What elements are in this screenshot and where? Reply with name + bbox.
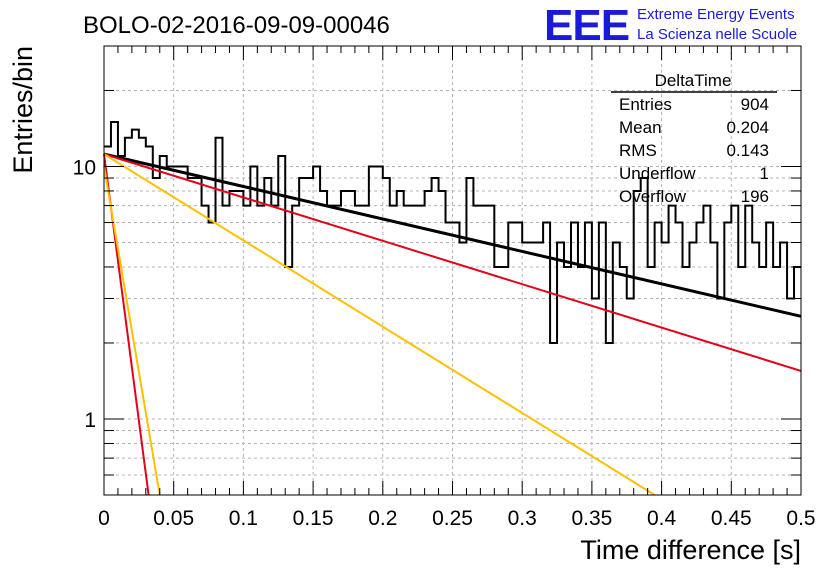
fit-curves-layer [103,152,802,496]
stats-box-rows: Entries 904 Mean 0.204 RMS 0.143 Underflow 1 Ove… [619,95,769,206]
run-title: BOLO-02-2016-09-09-00046 [83,12,390,39]
x-axis-label: Time difference [s] [580,535,801,565]
stats-row-value: 196 [741,187,769,206]
x-tick-label: 0.25 [432,507,473,530]
x-tick-label: 0.15 [293,507,334,530]
stats-box: DeltaTime Entries 904 Mean 0.204 RMS 0.143 Und… [611,71,777,206]
stats-row-value: 0.204 [726,118,769,137]
eee-logo-line1: Extreme Energy Events [637,6,795,23]
x-tick-label: 0.45 [711,507,752,530]
stats-row-value: 904 [741,95,769,114]
y-tick-label: 1 [84,409,96,432]
histogram-steps [104,121,801,344]
stats-row-value: 1 [760,164,769,183]
fit-line-red-1 [103,153,802,372]
axes-layer: 0 0.05 0.1 0.15 0.2 0.25 0.3 0.35 0.4 0.45 0.5 1 10 [73,46,816,530]
stats-row-label: RMS [619,141,657,160]
fit-line-orange-2 [103,153,656,496]
stats-row-value: 0.143 [726,141,769,160]
y-tick-label: 10 [73,156,96,179]
plot-grid [104,46,801,495]
x-tick-label: 0.2 [368,507,397,530]
x-tick-label: 0.5 [786,507,815,530]
stats-row-label: Mean [619,118,662,137]
eee-logo-line2: La Scienza nelle Scuole [637,26,797,43]
x-tick-label: 0.3 [508,507,537,530]
eee-logo-mark: EEE [544,1,629,50]
stats-box-title: DeltaTime [655,71,732,90]
fit-line-black-0 [103,152,802,318]
stats-row-label: Underflow [619,164,696,183]
eee-logo: EEE Extreme Energy Events La Scienza nel… [544,1,797,50]
stats-row-label: Overflow [619,187,687,206]
y-axis-label: Entries/bin [8,46,38,174]
fit-line-orange-4 [103,166,161,496]
histogram-layer [104,121,801,344]
x-tick-label: 0.05 [153,507,194,530]
stats-row-label: Entries [619,95,672,114]
x-tick-label: 0.35 [571,507,612,530]
x-tick-label: 0.4 [647,507,677,530]
x-tick-label: 0.1 [229,507,258,530]
x-tick-label: 0 [98,507,110,530]
